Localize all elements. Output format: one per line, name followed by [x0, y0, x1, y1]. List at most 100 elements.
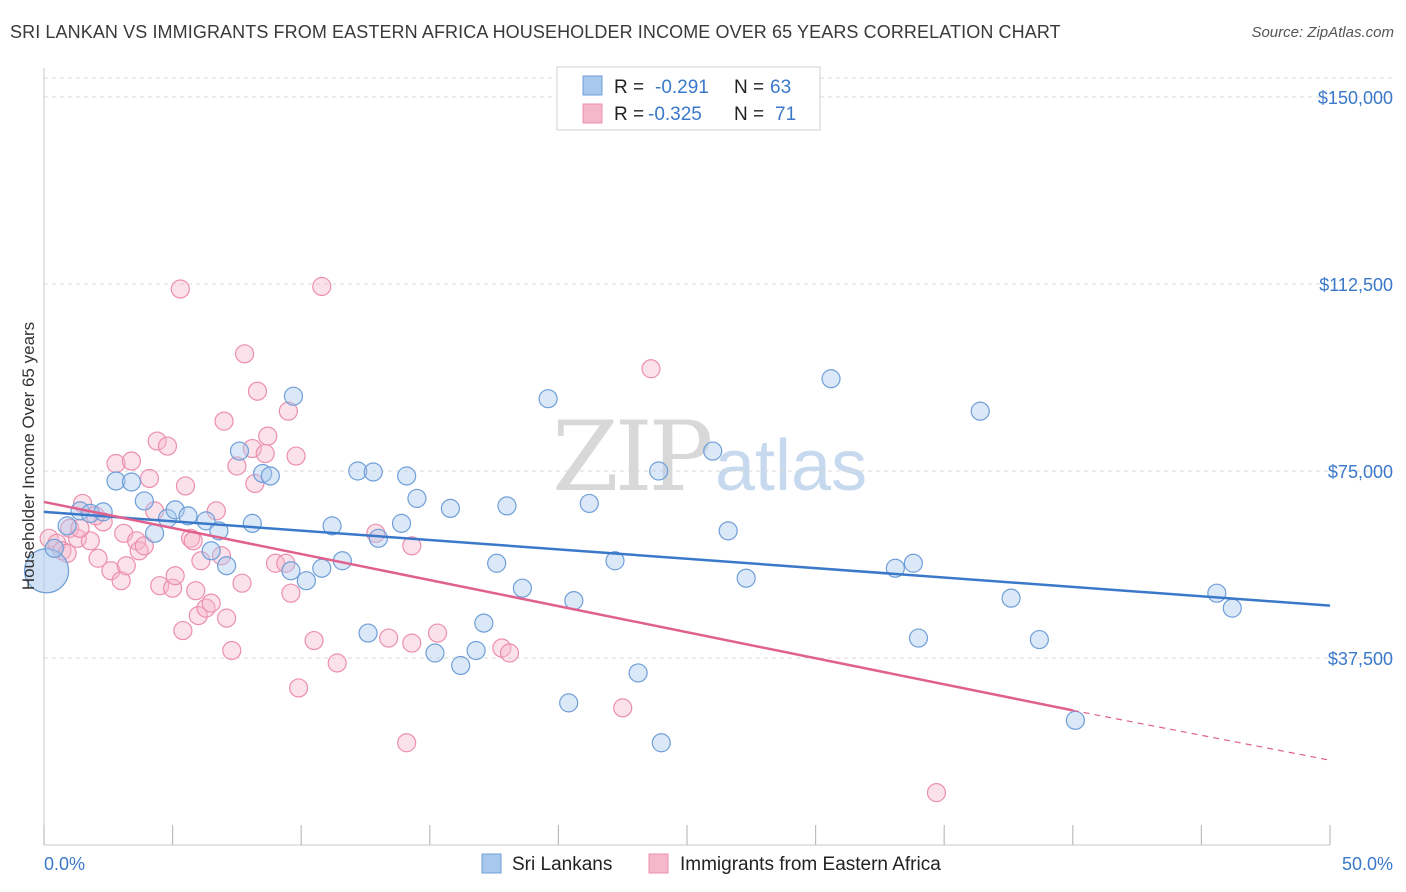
- data-point: [121, 472, 142, 492]
- data-point: [186, 581, 206, 601]
- data-point: [440, 498, 460, 518]
- data-point: [736, 568, 756, 588]
- x-tick-label-max: 50.0%: [1342, 854, 1393, 874]
- data-point: [139, 468, 160, 489]
- legend-n-label-1: N =: [734, 77, 764, 98]
- data-point: [227, 456, 247, 476]
- data-point: [265, 553, 286, 573]
- data-point: [397, 733, 417, 753]
- data-point: [651, 733, 671, 753]
- data-point: [427, 623, 448, 643]
- data-point: [134, 491, 154, 511]
- data-point: [397, 466, 417, 486]
- legend-r-value-2: -0.325: [648, 104, 702, 125]
- data-point: [211, 546, 232, 566]
- data-point: [391, 513, 412, 533]
- data-point: [235, 344, 255, 364]
- data-point: [579, 493, 599, 514]
- chart-title: SRI LANKAN VS IMMIGRANTS FROM EASTERN AF…: [10, 22, 1061, 42]
- data-point: [908, 628, 929, 648]
- data-point: [312, 558, 332, 578]
- data-point: [304, 630, 324, 651]
- data-point: [247, 381, 268, 401]
- data-point: [88, 548, 108, 568]
- data-point: [1207, 583, 1227, 603]
- data-point: [178, 506, 198, 526]
- y-tick-labels: $37,500 $75,000 $112,500 $150,000: [1318, 88, 1393, 669]
- trend-line-eastern-africa-extension: [1072, 709, 1331, 761]
- source-label: Source: ZipAtlas.com: [1251, 24, 1394, 41]
- legend-swatch-blue: [582, 75, 603, 96]
- data-point: [57, 516, 77, 536]
- data-point: [101, 561, 121, 581]
- data-point: [379, 628, 399, 648]
- data-point: [106, 471, 126, 491]
- data-point: [348, 461, 368, 481]
- bottom-legend-label-sri-lankans: Sri Lankans: [512, 854, 612, 875]
- data-point: [191, 551, 211, 571]
- data-point: [175, 476, 196, 496]
- bottom-legend: Sri Lankans Immigrants from Eastern Afri…: [481, 853, 941, 875]
- y-axis-label: Householder Income Over 65 years: [19, 322, 38, 590]
- data-point: [196, 511, 216, 531]
- data-point: [245, 473, 265, 494]
- data-point: [258, 426, 278, 446]
- data-point: [278, 401, 298, 421]
- data-point: [289, 678, 309, 698]
- data-point: [60, 518, 80, 538]
- data-point: [903, 553, 923, 573]
- legend-swatch-pink: [582, 103, 603, 124]
- series-immigrants-from-eastern-africa: [39, 276, 947, 803]
- data-point: [111, 571, 131, 591]
- data-point: [312, 276, 332, 297]
- data-point: [821, 369, 841, 389]
- data-point: [260, 466, 280, 486]
- data-point: [144, 523, 165, 543]
- y-tick-label: $37,500: [1328, 649, 1393, 669]
- data-point: [283, 386, 304, 406]
- data-point: [605, 551, 625, 571]
- legend-r-label-1: R =: [614, 77, 644, 98]
- bottom-legend-swatch-pink: [648, 853, 669, 874]
- data-point: [407, 488, 427, 509]
- data-point: [322, 516, 342, 536]
- data-point: [1222, 598, 1242, 618]
- grid: [44, 77, 1393, 659]
- data-point: [217, 608, 237, 628]
- data-point: [242, 513, 262, 533]
- data-point: [487, 553, 507, 573]
- data-point: [538, 389, 558, 409]
- x-tick-label-min: 0.0%: [44, 854, 85, 874]
- data-point: [296, 571, 316, 591]
- data-point: [121, 451, 142, 471]
- data-point: [703, 441, 723, 461]
- data-point: [368, 528, 388, 548]
- legend-n-value-1: 63: [770, 77, 791, 98]
- data-point: [718, 521, 738, 541]
- data-point: [970, 401, 990, 421]
- data-point: [181, 528, 201, 548]
- data-point: [363, 462, 383, 482]
- series-sri-lankans: [23, 369, 1242, 753]
- bottom-legend-label-eastern-africa: Immigrants from Eastern Africa: [680, 854, 941, 875]
- y-tick-label: $150,000: [1318, 88, 1393, 108]
- trend-lines: [43, 500, 1331, 761]
- data-point: [327, 653, 347, 673]
- data-point: [641, 359, 661, 379]
- legend-r-label-2: R =: [614, 104, 644, 125]
- data-point: [157, 436, 178, 456]
- data-point: [559, 693, 579, 713]
- data-point: [116, 556, 136, 576]
- legend-r-value-1: -0.291: [655, 77, 709, 98]
- data-point: [23, 548, 70, 594]
- legend-n-label-2: N =: [734, 104, 764, 125]
- axes: [43, 68, 1331, 846]
- data-point: [512, 578, 532, 598]
- data-point: [1029, 629, 1049, 650]
- bottom-legend-swatch-blue: [481, 853, 502, 874]
- data-point: [253, 463, 273, 484]
- y-tick-label: $75,000: [1328, 462, 1393, 482]
- data-point: [222, 640, 242, 661]
- top-legend: R = -0.291 N = 63 R = -0.325 N = 71: [556, 66, 821, 131]
- data-point: [281, 583, 301, 603]
